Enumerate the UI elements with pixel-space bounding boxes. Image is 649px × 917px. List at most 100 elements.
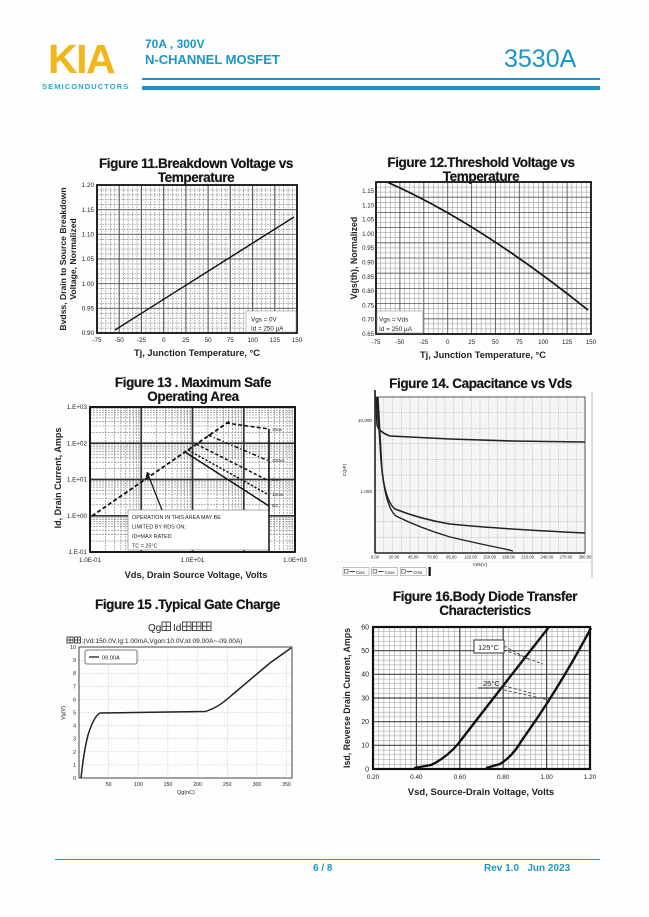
svg-text:1.15: 1.15 [82,207,95,214]
svg-text:250: 250 [223,782,232,788]
svg-text:Vg(V): Vg(V) [61,706,67,720]
svg-text:-50: -50 [115,337,125,344]
svg-text:150: 150 [292,337,303,344]
svg-text:1.05: 1.05 [362,217,374,224]
svg-text:125: 125 [270,337,281,344]
svg-text:9: 9 [73,658,76,664]
svg-text:0.40: 0.40 [410,774,423,781]
svg-text:Vsd, Source-Drain Voltage, Vol: Vsd, Source-Drain Voltage, Volts [408,787,554,798]
svg-text:0.80: 0.80 [497,774,510,781]
svg-text:1.0E+01: 1.0E+01 [181,557,205,564]
svg-text:7: 7 [73,684,76,690]
svg-text:1: 1 [73,763,76,769]
svg-text:0: 0 [365,766,369,773]
svg-text:1.10: 1.10 [82,232,95,239]
svg-text:120.00: 120.00 [464,555,477,560]
svg-text:1ms: 1ms [272,477,281,482]
svg-text:10,000: 10,000 [358,418,372,423]
svg-text:6: 6 [73,697,76,703]
svg-text:200: 200 [193,782,202,788]
svg-text:150.00: 150.00 [483,555,496,560]
svg-text:5: 5 [73,711,76,717]
svg-text:Id, Drain Current, Amps: Id, Drain Current, Amps [53,428,63,529]
svg-text:0.65: 0.65 [362,331,374,338]
svg-text:09.00A: 09.00A [102,656,120,662]
svg-text:Voltage, Normalized: Voltage, Normalized [68,218,78,300]
svg-text:125: 125 [562,339,573,346]
svg-text:240.00: 240.00 [540,555,553,560]
svg-text:30: 30 [361,695,369,702]
svg-text:1.00: 1.00 [540,774,553,781]
svg-text:0.70: 0.70 [362,317,374,324]
svg-text:1.0E+03: 1.0E+03 [283,557,307,564]
svg-text:4: 4 [73,724,76,730]
svg-text:45.00: 45.00 [408,555,419,560]
svg-text:DC: DC [272,503,279,508]
svg-text:50: 50 [205,337,213,344]
svg-text:1.E+01: 1.E+01 [67,477,88,484]
svg-text:10: 10 [70,645,76,651]
svg-text:Id = 250 μA: Id = 250 μA [251,326,284,333]
svg-text:Crss: Crss [413,570,423,575]
svg-text:Ciss: Ciss [356,570,365,575]
svg-text:100: 100 [538,339,549,346]
svg-text:0.95: 0.95 [82,306,95,313]
svg-text:50: 50 [492,339,499,346]
svg-text:Qg(nC): Qg(nC) [177,790,195,796]
svg-text:25°C: 25°C [483,679,500,688]
svg-text:1.20: 1.20 [82,182,95,189]
svg-text:1.0E-01: 1.0E-01 [79,557,102,564]
svg-text:1.E+00: 1.E+00 [67,513,88,520]
svg-text:0.60: 0.60 [454,774,467,781]
svg-text:20.00: 20.00 [389,555,400,560]
svg-text:60: 60 [361,624,369,631]
svg-text:100: 100 [247,337,258,344]
svg-text:ID=MAX RATED: ID=MAX RATED [132,534,172,540]
svg-text:-50: -50 [395,339,404,346]
svg-text:-75: -75 [372,339,381,346]
svg-text:1.05: 1.05 [82,256,95,263]
svg-text:Id: Id [173,623,181,634]
svg-text:10ms: 10ms [272,492,284,497]
svg-text:75: 75 [227,337,235,344]
svg-text:1.15: 1.15 [362,188,374,195]
svg-text:100: 100 [134,782,143,788]
svg-text:70.00: 70.00 [427,555,438,560]
svg-text:300: 300 [253,782,262,788]
svg-text:0: 0 [446,339,450,346]
svg-text:270.00: 270.00 [559,555,572,560]
svg-text:10us: 10us [272,427,283,432]
svg-text:1.00: 1.00 [82,281,95,288]
svg-text:TC = 25°C: TC = 25°C [132,544,157,550]
svg-text:Tj, Junction Temperature, °C: Tj, Junction Temperature, °C [134,348,260,358]
svg-text:Tj, Junction Temperature, °C: Tj, Junction Temperature, °C [420,350,546,360]
svg-text:125°C: 125°C [478,643,500,652]
svg-text:Isd, Reverse Drain Current, Am: Isd, Reverse Drain Current, Amps [342,628,352,768]
svg-text:1.00: 1.00 [362,231,374,238]
svg-text:180.00: 180.00 [502,555,515,560]
svg-text:LIMITED BY RDS ON;: LIMITED BY RDS ON; [132,525,186,531]
svg-text:50: 50 [361,648,369,655]
svg-text:100us: 100us [272,458,285,463]
svg-text:350: 350 [282,782,291,788]
svg-text:25: 25 [182,337,190,344]
svg-text:0.90: 0.90 [82,330,95,337]
svg-text:Vds, Drain Source Voltage, Vol: Vds, Drain Source Voltage, Volts [125,570,268,580]
svg-text:-25: -25 [137,337,147,344]
svg-text:150: 150 [586,339,597,346]
svg-text:0.95: 0.95 [362,245,374,252]
svg-text:1.E-01: 1.E-01 [68,549,87,556]
svg-text:50: 50 [106,782,112,788]
svg-text:40: 40 [361,672,369,679]
svg-text:Vgs = 0V: Vgs = 0V [251,317,278,324]
svg-text::(Vd:150.0V,Ig:1.00mA,Vgon:10.: :(Vd:150.0V,Ig:1.00mA,Vgon:10.0V,Id 09.0… [82,638,243,645]
svg-text:3: 3 [73,737,76,743]
svg-text:1.10: 1.10 [362,202,374,209]
svg-text:Vgs = Vds: Vgs = Vds [379,317,408,324]
svg-text:0.85: 0.85 [362,274,374,281]
svg-text:0: 0 [73,776,76,782]
svg-text:25: 25 [468,339,475,346]
svg-text:0: 0 [162,337,166,344]
svg-text:1,000: 1,000 [361,489,373,494]
svg-text:Coss: Coss [385,570,396,575]
